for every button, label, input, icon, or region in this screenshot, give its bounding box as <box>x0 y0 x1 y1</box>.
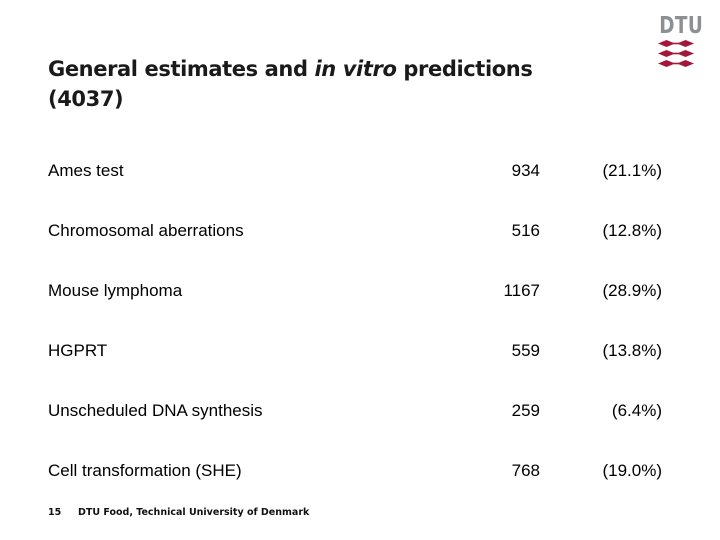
table-row: Mouse lymphoma 1167 (28.9%) <box>48 261 662 321</box>
test-percent: (13.8%) <box>602 341 662 360</box>
test-count: 516 <box>511 221 540 240</box>
test-percent: (19.0%) <box>602 461 662 480</box>
table-row: HGPRT 559 (13.8%) <box>48 321 662 381</box>
test-count: 259 <box>511 401 540 420</box>
test-count: 1167 <box>503 281 540 300</box>
table-row: Cell transformation (SHE) 768 (19.0%) <box>48 441 662 501</box>
test-count: 934 <box>511 161 540 180</box>
test-count: 768 <box>511 461 540 480</box>
test-name: Cell transformation (SHE) <box>48 461 242 480</box>
dtu-logo: DTU <box>655 13 704 67</box>
test-percent: (6.4%) <box>611 401 662 420</box>
title-line1: General estimates and in vitro predictio… <box>48 57 533 81</box>
test-count: 559 <box>511 341 540 360</box>
title-line2: (4037) <box>48 87 124 111</box>
test-percent: (12.8%) <box>602 221 662 240</box>
slide-title: General estimates and in vitro predictio… <box>48 54 648 114</box>
footer-text: DTU Food, Technical University of Denmar… <box>78 507 310 518</box>
table-row: Ames test 934 (21.1%) <box>48 141 662 201</box>
test-name: Ames test <box>48 161 124 180</box>
title-italic: in vitro <box>314 57 397 81</box>
test-name: Mouse lymphoma <box>48 281 183 300</box>
test-percent: (28.9%) <box>602 281 662 300</box>
footer: 15 DTU Food, Technical University of Den… <box>48 506 309 519</box>
dtu-logo-symbol <box>658 40 694 67</box>
test-name: Unscheduled DNA synthesis <box>48 401 263 420</box>
dtu-logo-text: DTU <box>659 13 704 39</box>
table-row: Chromosomal aberrations 516 (12.8%) <box>48 201 662 261</box>
test-name: HGPRT <box>48 341 108 360</box>
test-percent: (21.1%) <box>602 161 662 180</box>
results-table: Ames test 934 (21.1%) Chromosomal aberra… <box>48 141 662 501</box>
test-name: Chromosomal aberrations <box>48 221 244 240</box>
title-part2: predictions <box>396 57 533 81</box>
page-number: 15 <box>48 507 62 518</box>
table-row: Unscheduled DNA synthesis 259 (6.4%) <box>48 381 662 441</box>
title-part1: General estimates and <box>48 57 315 81</box>
